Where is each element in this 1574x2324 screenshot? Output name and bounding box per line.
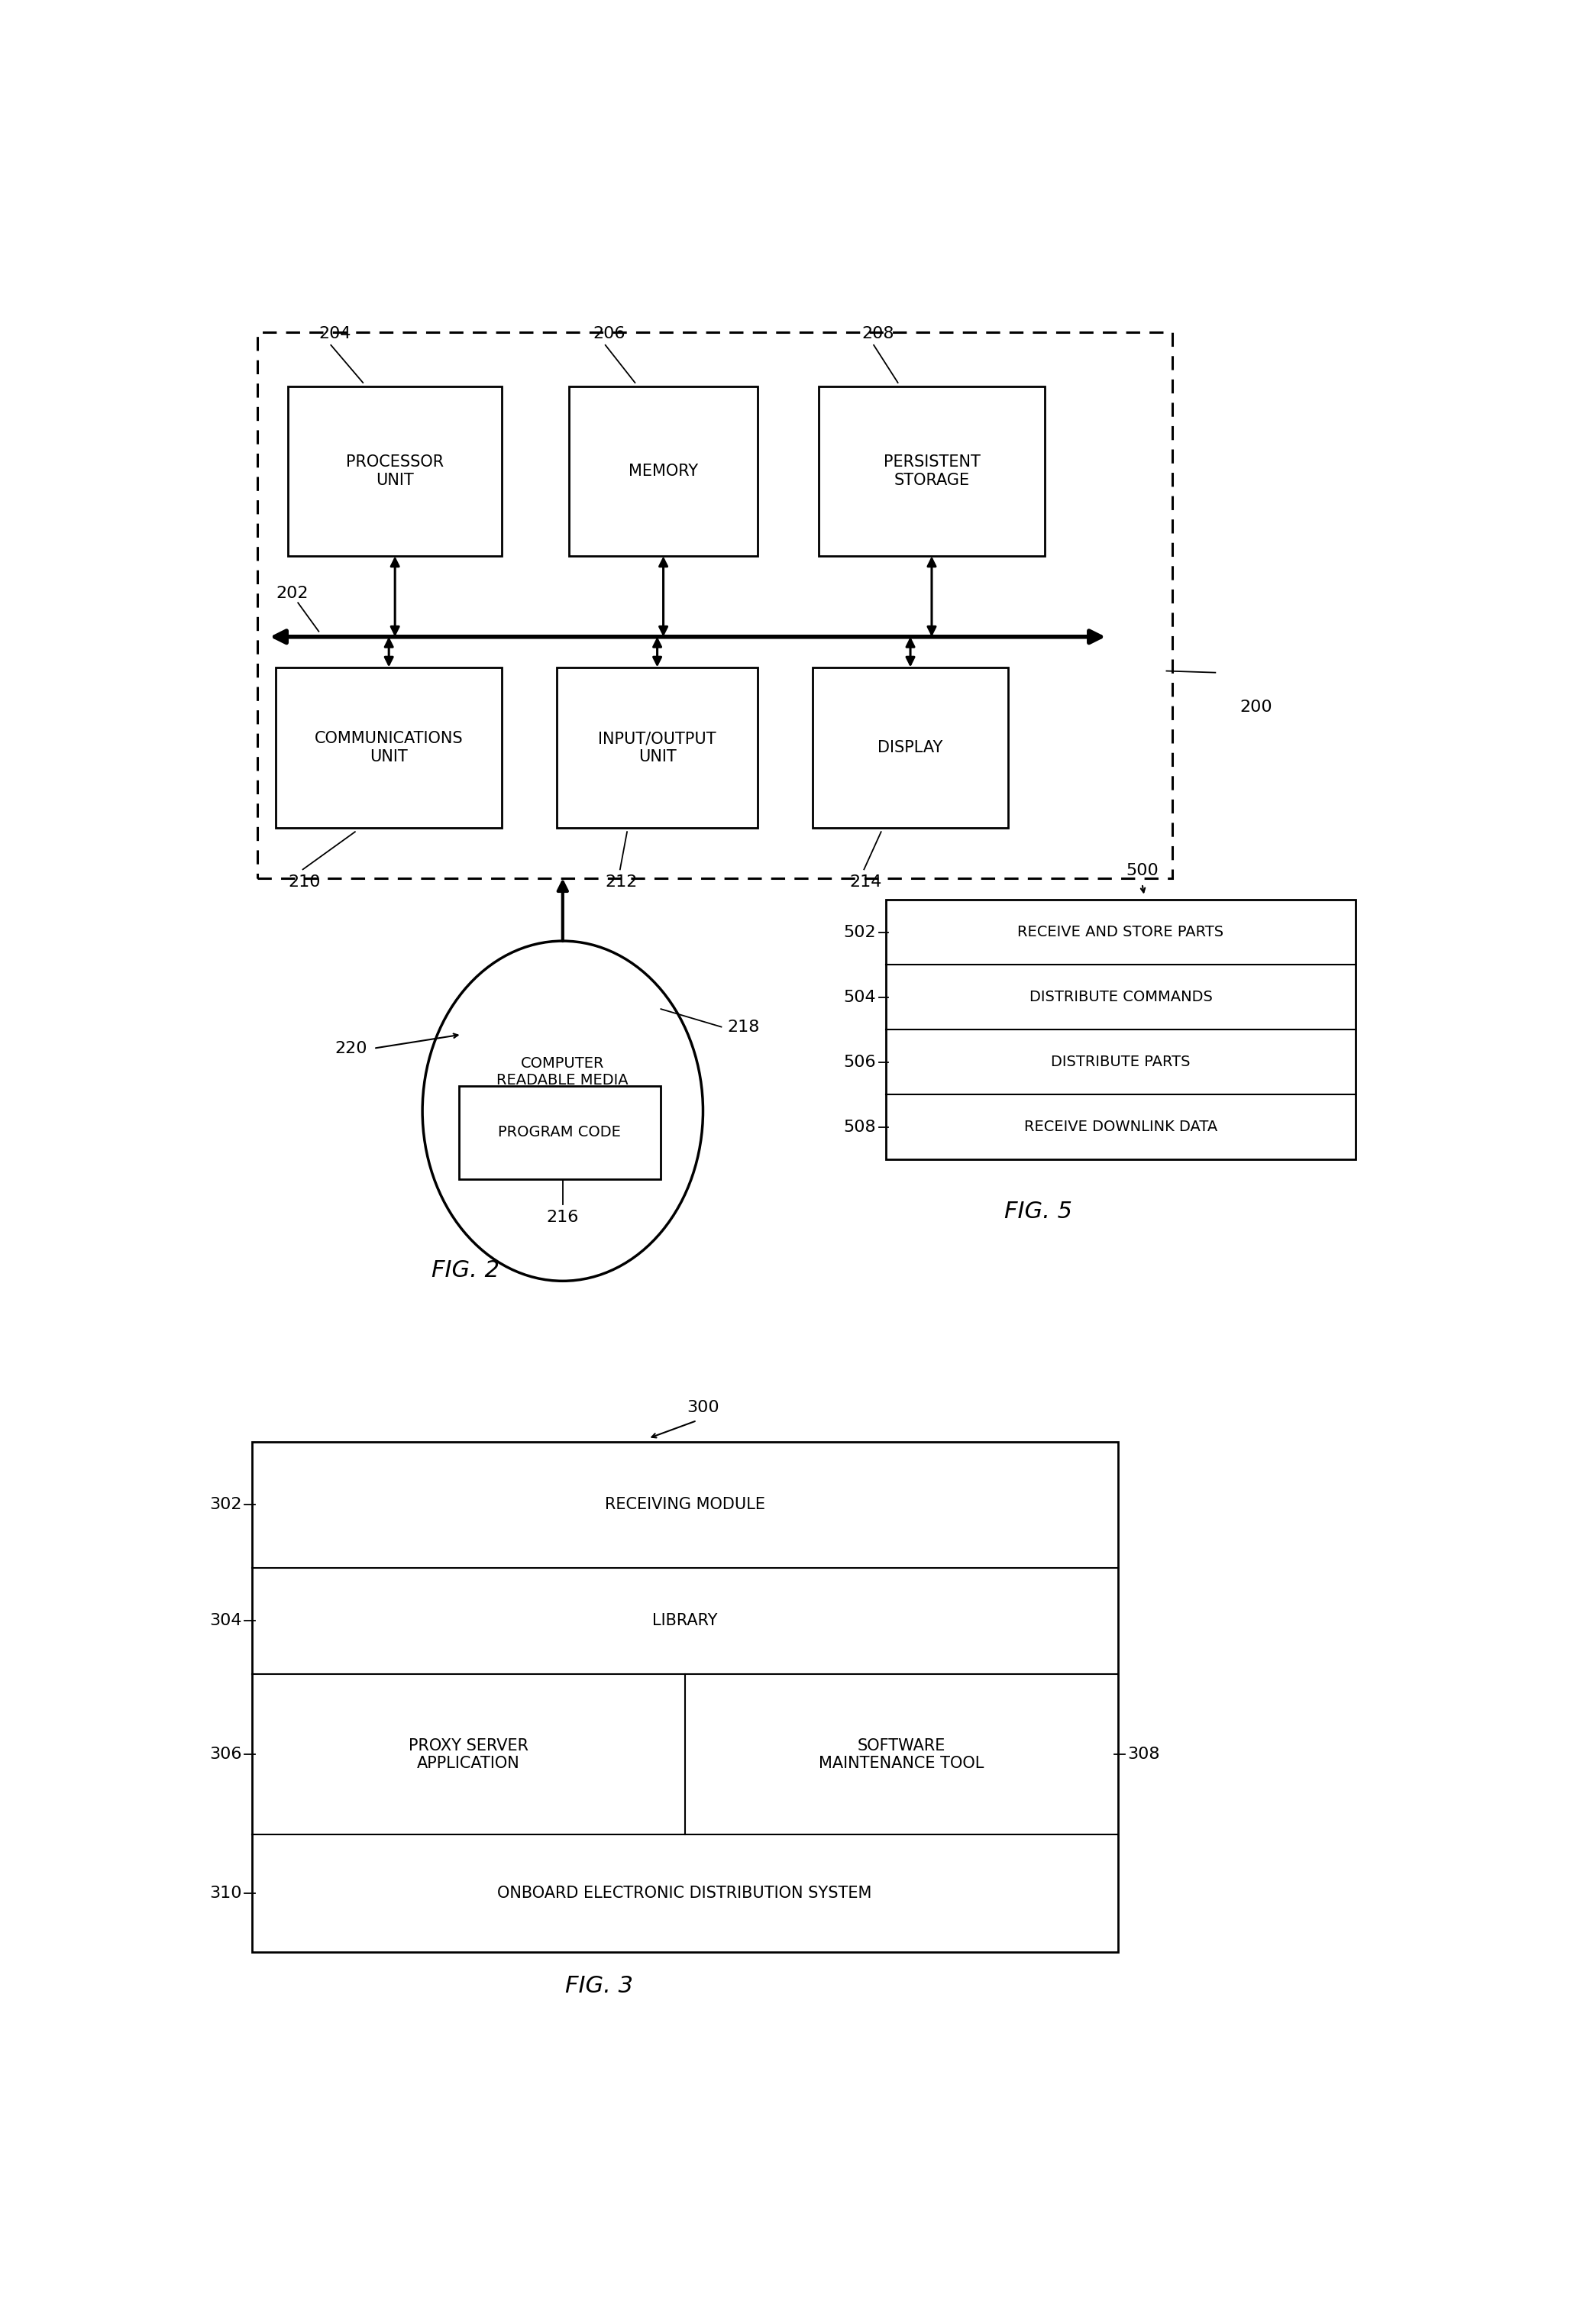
Bar [275,667,502,827]
Text: RECEIVE AND STORE PARTS: RECEIVE AND STORE PARTS [1018,925,1225,939]
Text: 310: 310 [209,1885,242,1901]
Text: 302: 302 [209,1497,242,1513]
Text: 220: 220 [335,1041,367,1055]
Text: PERSISTENT
STORAGE: PERSISTENT STORAGE [883,456,981,488]
Text: 300: 300 [686,1399,719,1415]
Text: 500: 500 [1125,862,1158,878]
Text: PROXY SERVER
APPLICATION: PROXY SERVER APPLICATION [408,1738,529,1771]
Bar [258,332,1173,878]
Bar [252,1441,1118,1952]
Bar [460,1085,661,1178]
Text: 508: 508 [844,1120,877,1134]
Text: 218: 218 [727,1020,760,1034]
Text: DISTRIBUTE COMMANDS: DISTRIBUTE COMMANDS [1029,990,1212,1004]
Text: 212: 212 [606,874,637,890]
Text: INPUT/OUTPUT
UNIT: INPUT/OUTPUT UNIT [598,732,716,765]
Text: RECEIVING MODULE: RECEIVING MODULE [604,1497,765,1513]
Text: 202: 202 [275,586,309,602]
Text: 504: 504 [844,990,877,1004]
Text: MEMORY: MEMORY [628,462,699,479]
Text: 506: 506 [844,1055,877,1069]
Text: RECEIVE DOWNLINK DATA: RECEIVE DOWNLINK DATA [1025,1120,1218,1134]
Text: DISTRIBUTE PARTS: DISTRIBUTE PARTS [1051,1055,1190,1069]
Text: COMMUNICATIONS
UNIT: COMMUNICATIONS UNIT [315,732,463,765]
Bar [818,386,1045,555]
Text: FIG. 3: FIG. 3 [565,1975,633,1996]
Text: 304: 304 [209,1613,242,1629]
Bar [557,667,759,827]
Bar [812,667,1007,827]
Text: FIG. 2: FIG. 2 [431,1260,499,1281]
Text: 308: 308 [1127,1748,1160,1762]
Bar [288,386,502,555]
Text: LIBRARY: LIBRARY [652,1613,718,1629]
Text: PROCESSOR
UNIT: PROCESSOR UNIT [346,456,444,488]
Text: 306: 306 [209,1748,242,1762]
Text: ONBOARD ELECTRONIC DISTRIBUTION SYSTEM: ONBOARD ELECTRONIC DISTRIBUTION SYSTEM [497,1885,872,1901]
Text: SOFTWARE
MAINTENANCE TOOL: SOFTWARE MAINTENANCE TOOL [818,1738,984,1771]
Text: 200: 200 [1240,700,1272,716]
Bar [886,899,1355,1160]
Text: FIG. 5: FIG. 5 [1004,1202,1072,1222]
Text: 502: 502 [844,925,877,939]
Text: DISPLAY: DISPLAY [878,739,943,755]
Text: 206: 206 [593,325,625,342]
Text: COMPUTER
READABLE MEDIA: COMPUTER READABLE MEDIA [497,1055,628,1088]
Text: 208: 208 [861,325,894,342]
Text: 216: 216 [546,1208,579,1225]
Text: 210: 210 [288,874,321,890]
Text: PROGRAM CODE: PROGRAM CODE [499,1125,622,1139]
Text: 214: 214 [850,874,881,890]
Bar [568,386,759,555]
Text: 204: 204 [318,325,351,342]
